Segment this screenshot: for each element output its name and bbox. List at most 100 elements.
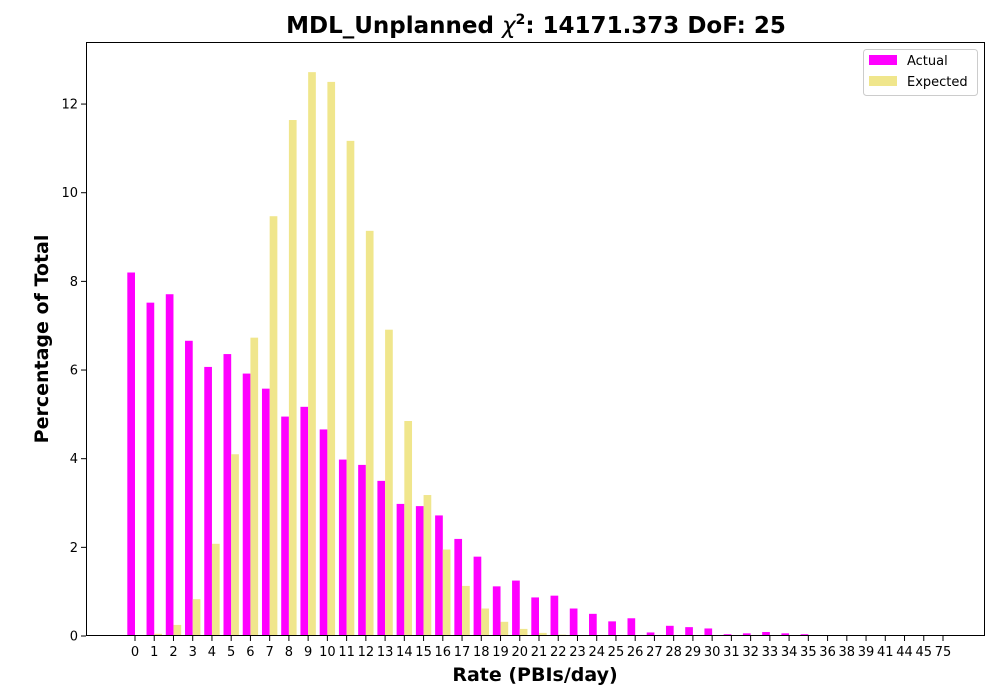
y-tick-label: 4 [70, 452, 78, 467]
x-tick-label: 13 [377, 645, 394, 660]
x-tick-label: 19 [492, 645, 509, 660]
bar-actual [762, 632, 770, 636]
x-tick-label: 32 [742, 645, 759, 660]
x-tick-label: 18 [473, 645, 490, 660]
bar-actual [512, 580, 520, 636]
x-tick-label: 17 [454, 645, 471, 660]
x-tick-label: 38 [839, 645, 856, 660]
x-tick-label: 9 [304, 645, 312, 660]
y-tick-label: 2 [70, 541, 78, 556]
bar-expected [481, 608, 489, 636]
bar-actual [223, 354, 232, 636]
bar-expected [288, 120, 297, 636]
y-tick-label: 12 [61, 98, 78, 113]
x-tick-label: 15 [415, 645, 432, 660]
x-tick-label: 39 [858, 645, 875, 660]
x-tick-label: 28 [665, 645, 682, 660]
x-tick-label: 41 [877, 645, 894, 660]
bar-expected [346, 140, 355, 636]
x-tick-label: 16 [435, 645, 452, 660]
bar-actual [377, 480, 386, 636]
x-tick-label: 7 [266, 645, 274, 660]
bar-actual [127, 272, 135, 636]
bar-actual [319, 429, 328, 636]
bar-actual [550, 595, 559, 636]
bar-expected [231, 454, 239, 636]
y-tick-label: 0 [70, 630, 78, 645]
bar-actual [454, 538, 463, 636]
bar-actual [146, 302, 155, 636]
bar-expected [365, 230, 374, 636]
bar-expected [385, 329, 393, 636]
bar-actual [685, 627, 693, 636]
bar-actual [338, 459, 347, 636]
bar-expected [327, 81, 336, 637]
x-tick-label: 33 [762, 645, 779, 660]
x-tick-label: 6 [246, 645, 254, 660]
x-tick-label: 44 [896, 645, 913, 660]
legend-swatch-expected [869, 76, 897, 86]
bar-expected [519, 628, 528, 636]
bar-expected [462, 585, 470, 636]
bar-expected [154, 633, 162, 636]
x-tick-label: 3 [189, 645, 197, 660]
x-tick-label: 22 [550, 645, 567, 660]
bar-actual [300, 406, 309, 636]
bar-actual [608, 621, 616, 636]
bar-actual [185, 340, 193, 636]
x-tick-label: 23 [569, 645, 586, 660]
x-tick-label: 75 [935, 645, 952, 660]
x-axis: 0 1 2 3 4 5 6 7 8 9 10 11 12 13 14 15 16 17 18 19 20 21 22 23 24… [131, 636, 951, 660]
x-tick-label: 26 [627, 645, 644, 660]
bar-expected [500, 621, 509, 636]
x-tick-label: 45 [915, 645, 932, 660]
bar-actual [627, 618, 636, 636]
bar-actual [492, 586, 501, 636]
bar-expected [308, 72, 316, 636]
legend-label-expected: Expected [907, 75, 968, 90]
bar-actual [781, 633, 790, 636]
x-axis-label: Rate (PBIs/day) [452, 664, 617, 686]
bar-actual [704, 628, 713, 636]
x-tick-label: 8 [285, 645, 293, 660]
x-tick-label: 21 [531, 645, 548, 660]
bar-actual [415, 506, 424, 636]
bar-actual [589, 613, 597, 636]
y-tick-label: 8 [70, 275, 78, 290]
y-tick-label: 6 [70, 364, 78, 379]
bar-expected [404, 421, 413, 636]
bar-actual [646, 632, 655, 636]
x-tick-label: 5 [227, 645, 235, 660]
plot-frame [86, 42, 985, 636]
x-tick-label: 29 [685, 645, 702, 660]
bar-actual [473, 556, 482, 636]
x-tick-label: 27 [646, 645, 663, 660]
legend-swatch-actual [869, 55, 897, 65]
bar-actual [665, 625, 674, 636]
x-tick-label: 24 [588, 645, 605, 660]
bar-expected [211, 543, 220, 636]
x-tick-label: 2 [169, 645, 177, 660]
bar-actual [204, 366, 212, 636]
x-tick-label: 36 [819, 645, 836, 660]
x-tick-label: 12 [358, 645, 375, 660]
bar-actual [435, 515, 443, 636]
bar-actual [358, 464, 366, 636]
x-tick-label: 14 [396, 645, 413, 660]
x-tick-label: 11 [338, 645, 355, 660]
x-tick-label: 34 [781, 645, 798, 660]
bar-actual [165, 294, 174, 636]
bar-expected [192, 599, 201, 636]
bar-expected [173, 624, 182, 636]
bar-actual [242, 373, 251, 636]
x-tick-label: 35 [800, 645, 817, 660]
y-axis-label: Percentage of Total [31, 235, 53, 444]
bar-expected [250, 337, 259, 636]
x-tick-label: 30 [704, 645, 721, 660]
bar-actual [569, 608, 578, 636]
x-tick-label: 10 [319, 645, 336, 660]
bars [127, 72, 943, 637]
bar-actual [742, 633, 751, 636]
bar-expected [442, 549, 451, 636]
